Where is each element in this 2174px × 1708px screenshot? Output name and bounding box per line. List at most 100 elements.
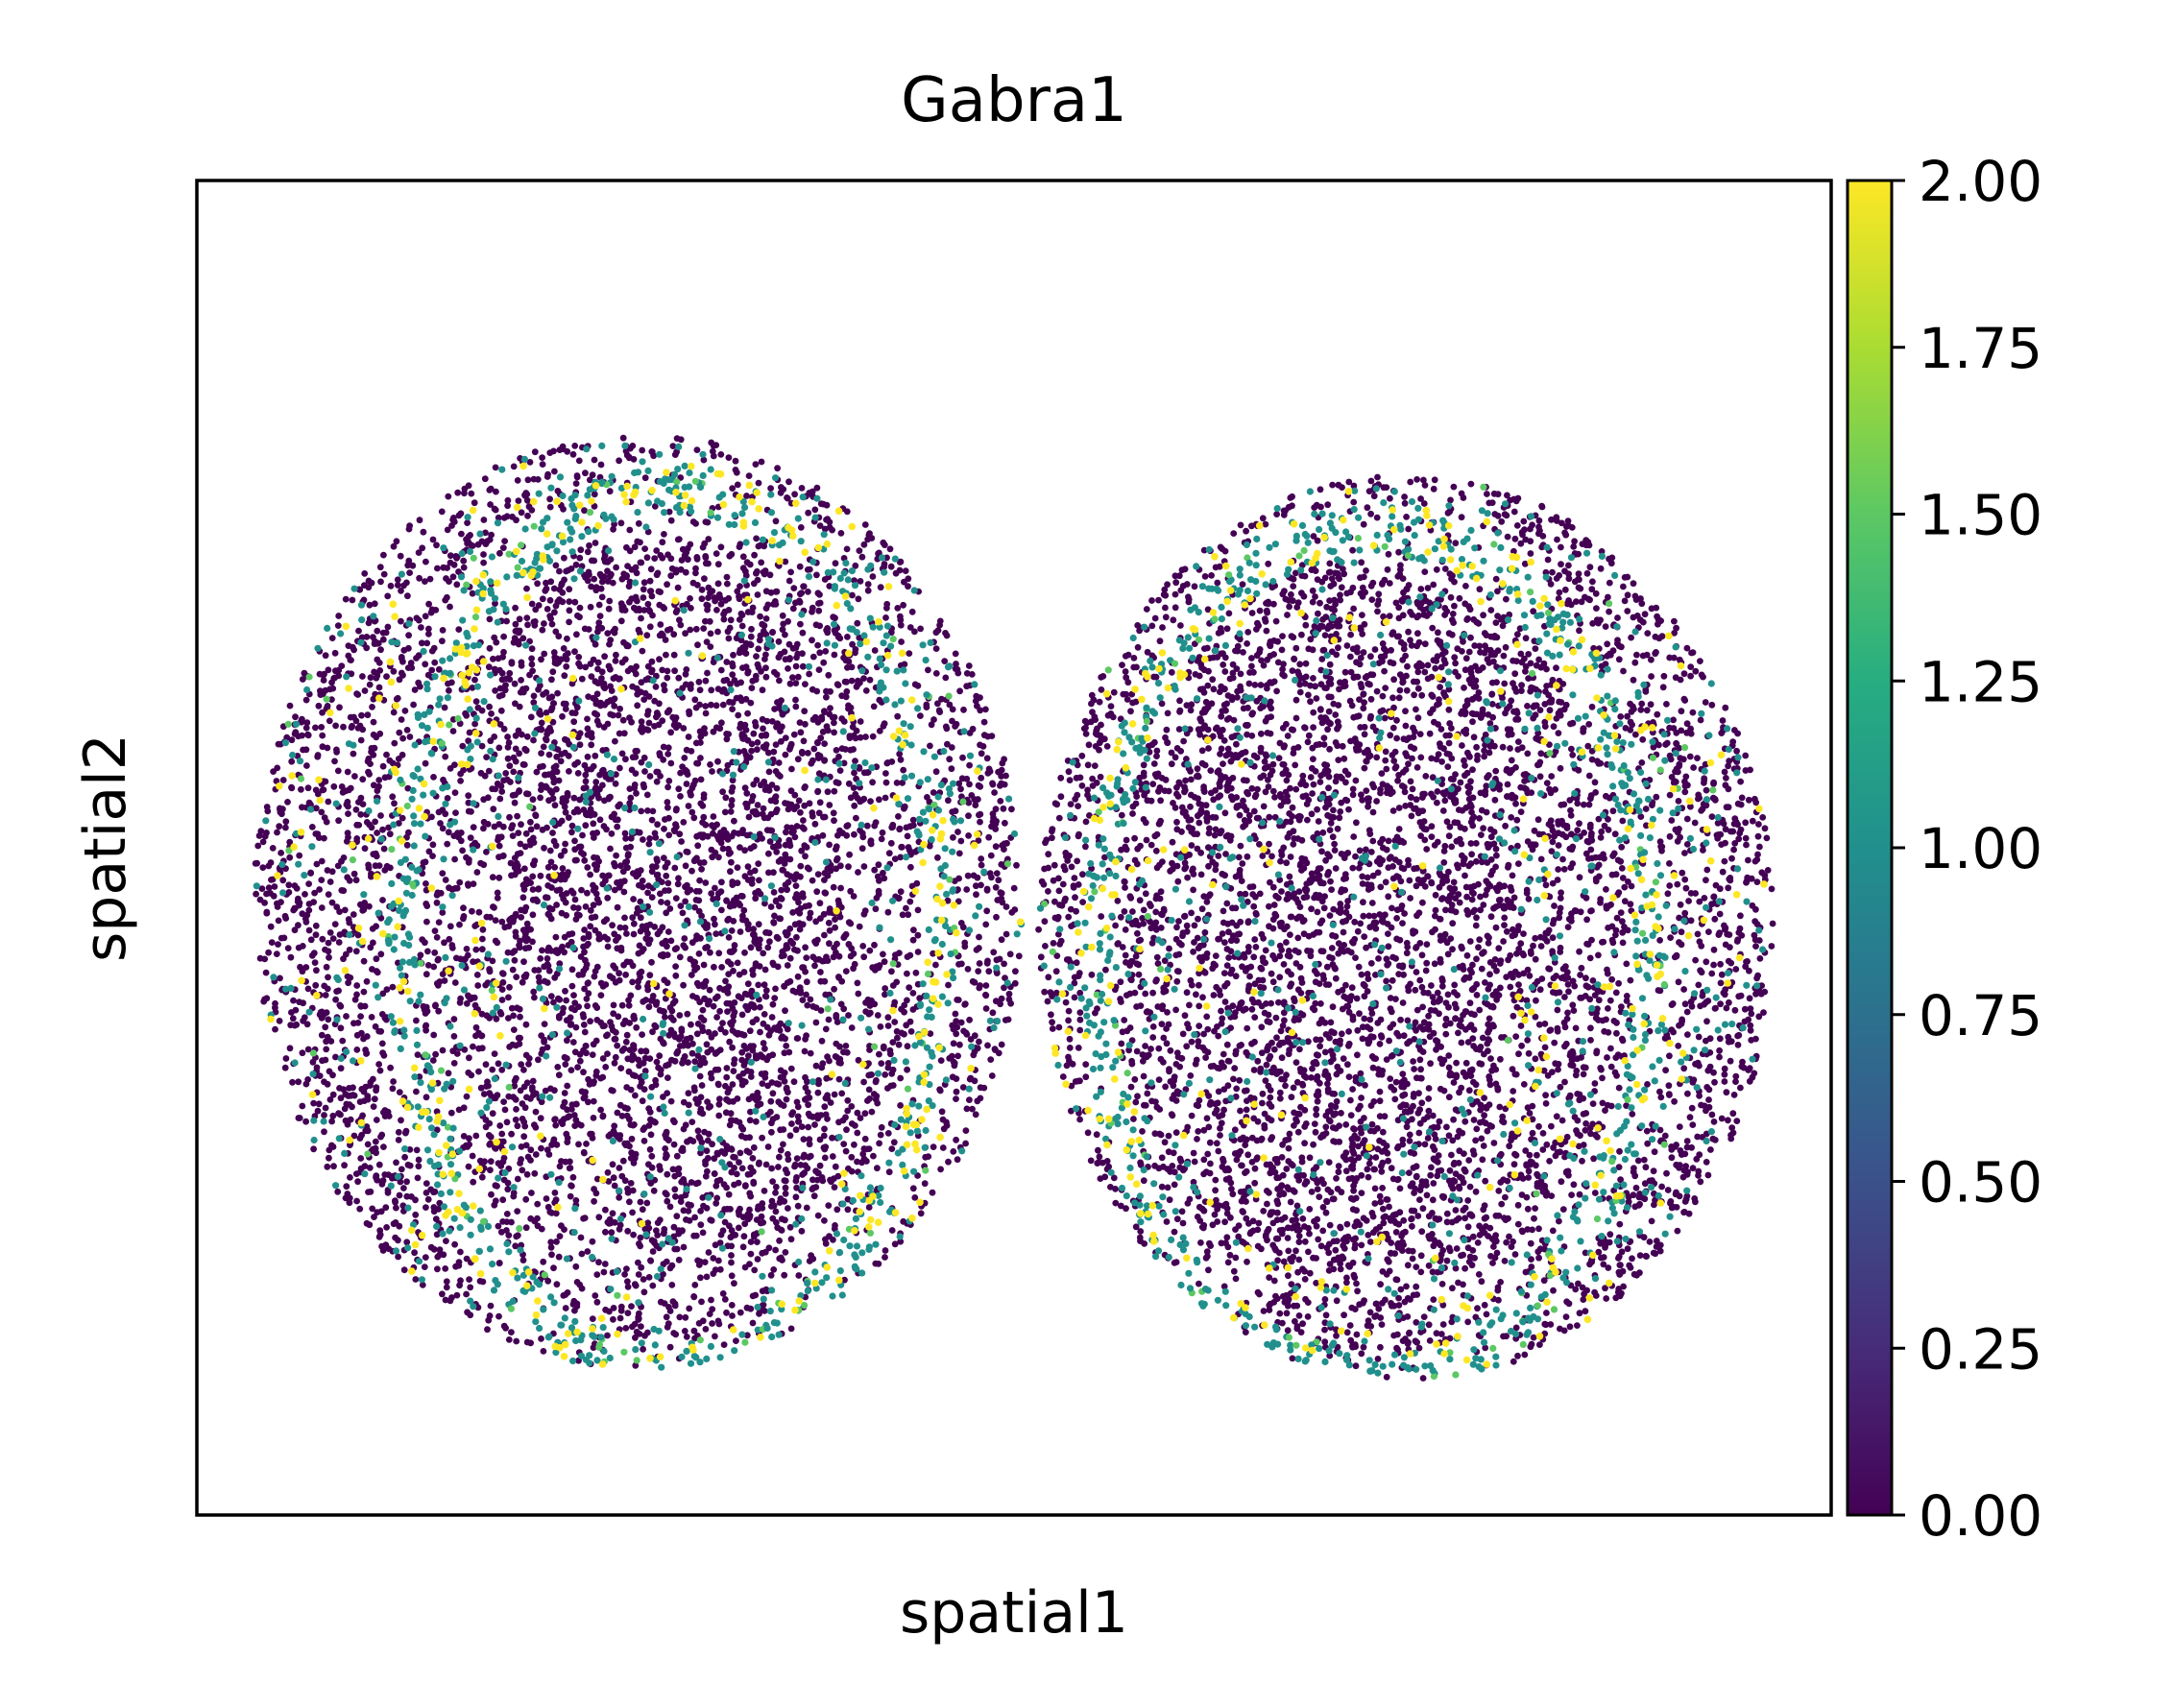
scatter-point [560,505,567,513]
scatter-point [591,456,598,464]
scatter-point [562,1305,569,1311]
scatter-point [414,1174,422,1182]
scatter-point [727,849,734,856]
scatter-point [389,1085,397,1093]
scatter-point [423,1190,430,1196]
scatter-point [663,909,670,917]
scatter-point [708,1074,715,1082]
scatter-point [751,1266,759,1274]
scatter-point [527,1339,534,1347]
scatter-point [480,861,488,869]
scatter-point [540,1258,547,1265]
scatter-point [711,1170,718,1177]
scatter-point [616,705,623,712]
scatter-point [374,787,381,794]
scatter-point [806,914,813,922]
scatter-point [564,1082,571,1090]
scatter-point [571,837,578,845]
scatter-point [446,686,452,694]
scatter-point [500,1322,508,1330]
scatter-point [826,940,833,948]
scatter-point [677,769,684,777]
scatter-point [668,1262,676,1269]
scatter-point [460,913,468,920]
scatter-point [759,1205,766,1212]
scatter-point [389,983,397,991]
scatter-point [518,509,525,517]
scatter-point [842,657,850,664]
scatter-point [509,1041,517,1048]
scatter-point [359,673,366,680]
scatter-point [433,541,440,549]
scatter-point [530,692,538,700]
scatter-point [693,932,700,939]
scatter-point [413,1088,420,1095]
scatter-point [576,1057,584,1065]
scatter-point [704,1167,711,1175]
scatter-point [555,633,563,640]
scatter-point [612,780,619,787]
scatter-point [953,1030,960,1038]
scatter-point [564,1139,571,1145]
scatter-point [377,1027,385,1035]
scatter-point [506,813,513,821]
scatter-point [928,721,935,729]
scatter-point [723,1065,731,1071]
scatter-point [914,906,922,914]
scatter-point [544,961,551,968]
scatter-point [482,529,489,537]
scatter-point [265,884,273,891]
scatter-point [365,768,372,776]
scatter-point [787,1325,795,1333]
scatter-point [543,1195,550,1202]
scatter-point [325,798,332,806]
scatter-point [491,734,498,740]
scatter-point [746,1206,753,1214]
scatter-point [451,789,459,796]
scatter-point [599,1055,607,1062]
scatter-point [429,536,437,543]
scatter-point [578,849,585,856]
scatter-point [518,1156,524,1163]
scatter-point [648,448,656,455]
scatter-point [661,1300,668,1307]
scatter-point [286,838,294,846]
scatter-point [922,1153,930,1161]
scatter-point [581,856,589,864]
scatter-point [331,921,339,927]
scatter-point [966,761,973,769]
scatter-point [624,1227,632,1235]
scatter-point [710,728,717,735]
scatter-point [824,957,832,964]
scatter-point [748,685,756,691]
scatter-point [654,930,662,938]
scatter-point [570,718,578,726]
scatter-point [551,609,558,616]
scatter-point [767,589,775,596]
scatter-point [470,1043,476,1050]
scatter-point [772,1246,779,1254]
scatter-point [422,661,429,668]
scatter-point [881,958,888,966]
scatter-point [595,857,602,865]
scatter-point [769,629,776,637]
scatter-point [807,1049,814,1057]
scatter-point [867,840,875,848]
scatter-point [573,856,580,864]
scatter-point [713,993,721,1000]
scatter-point [680,819,688,826]
scatter-point [370,718,377,726]
scatter-point [597,1074,604,1082]
scatter-point [313,967,320,974]
scatter-point [372,1022,379,1030]
scatter-point [337,1095,345,1102]
scatter-point [538,1225,545,1233]
scatter-point [977,818,983,826]
scatter-point [884,908,892,916]
scatter-point [821,1217,828,1224]
scatter-point [425,600,432,608]
scatter-point [704,1098,711,1105]
scatter-point [686,1305,693,1312]
scatter-point [592,968,599,974]
scatter-point [821,1125,828,1133]
